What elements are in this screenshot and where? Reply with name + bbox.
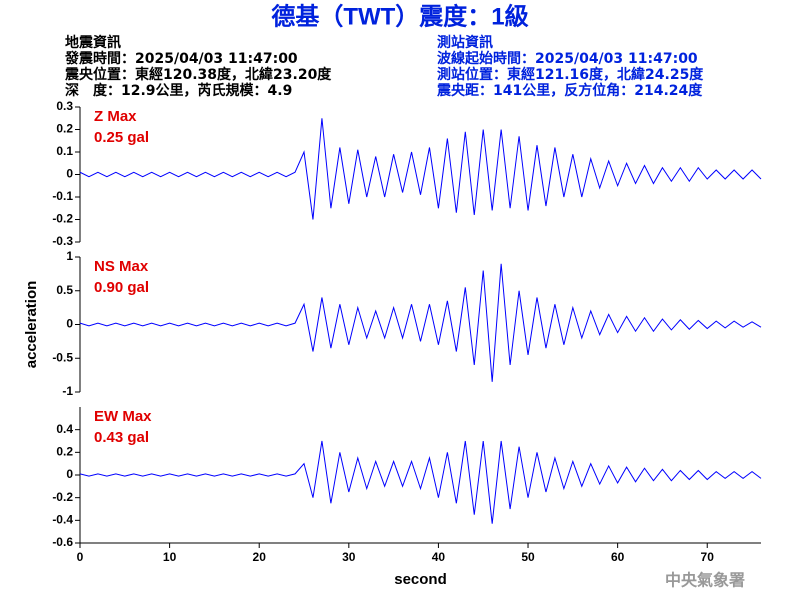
x-tick-label: 0 <box>77 550 84 564</box>
x-tick-label: 50 <box>521 550 535 564</box>
y-tick-label: -0.3 <box>52 234 73 248</box>
x-tick-label: 30 <box>342 550 356 564</box>
y-tick-label: 0.4 <box>56 422 73 436</box>
max-annotation: 0.25 gal <box>94 129 149 146</box>
y-tick-label: 0 <box>66 167 73 181</box>
info-line: 測站資訊 <box>437 34 493 51</box>
max-annotation: 0.43 gal <box>94 429 149 446</box>
y-axis-label: acceleration <box>23 281 40 369</box>
y-tick-label: 0.1 <box>56 144 73 158</box>
y-tick-label: -0.6 <box>52 535 73 549</box>
info-line: 震央位置：東經120.38度，北緯23.20度 <box>64 66 332 83</box>
info-line: 發震時間：2025/04/03 11:47:00 <box>64 50 298 67</box>
x-tick-label: 60 <box>611 550 625 564</box>
x-tick-label: 20 <box>253 550 267 564</box>
info-line: 測站位置：東經121.16度，北緯24.25度 <box>437 66 704 83</box>
x-tick-label: 70 <box>701 550 715 564</box>
max-annotation: 0.90 gal <box>94 279 149 296</box>
info-line: 地震資訊 <box>65 34 121 51</box>
y-tick-label: -1 <box>62 384 73 398</box>
x-axis-label: second <box>394 571 447 588</box>
info-line: 深 度：12.9公里，芮氏規模：4.9 <box>65 82 292 99</box>
component-label: Z Max <box>94 108 137 125</box>
waveform <box>79 440 762 524</box>
y-tick-label: 0.3 <box>56 99 73 113</box>
footer: 中央氣象署 <box>665 571 745 590</box>
waveform <box>79 263 762 382</box>
chart-title: 德基（TWT）震度：1級 <box>271 2 528 30</box>
y-tick-label: 1 <box>66 249 73 263</box>
y-tick-label: -0.4 <box>52 513 73 527</box>
y-tick-label: -0.2 <box>52 212 73 226</box>
y-tick-label: -0.2 <box>52 490 73 504</box>
y-tick-label: 0.5 <box>56 283 73 297</box>
y-tick-label: -0.5 <box>52 350 73 364</box>
x-tick-label: 40 <box>432 550 446 564</box>
info-line: 波線起始時間：2025/04/03 11:47:00 <box>437 50 698 67</box>
y-tick-label: 0 <box>66 317 73 331</box>
info-line: 震央距：141公里，反方位角：214.24度 <box>436 82 703 99</box>
y-tick-label: 0.2 <box>56 445 73 459</box>
component-label: EW Max <box>94 408 152 425</box>
waveform <box>79 118 762 220</box>
y-tick-label: 0.2 <box>56 122 73 136</box>
component-label: NS Max <box>94 258 149 275</box>
y-tick-label: -0.1 <box>52 189 73 203</box>
x-tick-label: 10 <box>163 550 177 564</box>
y-tick-label: 0 <box>66 467 73 481</box>
